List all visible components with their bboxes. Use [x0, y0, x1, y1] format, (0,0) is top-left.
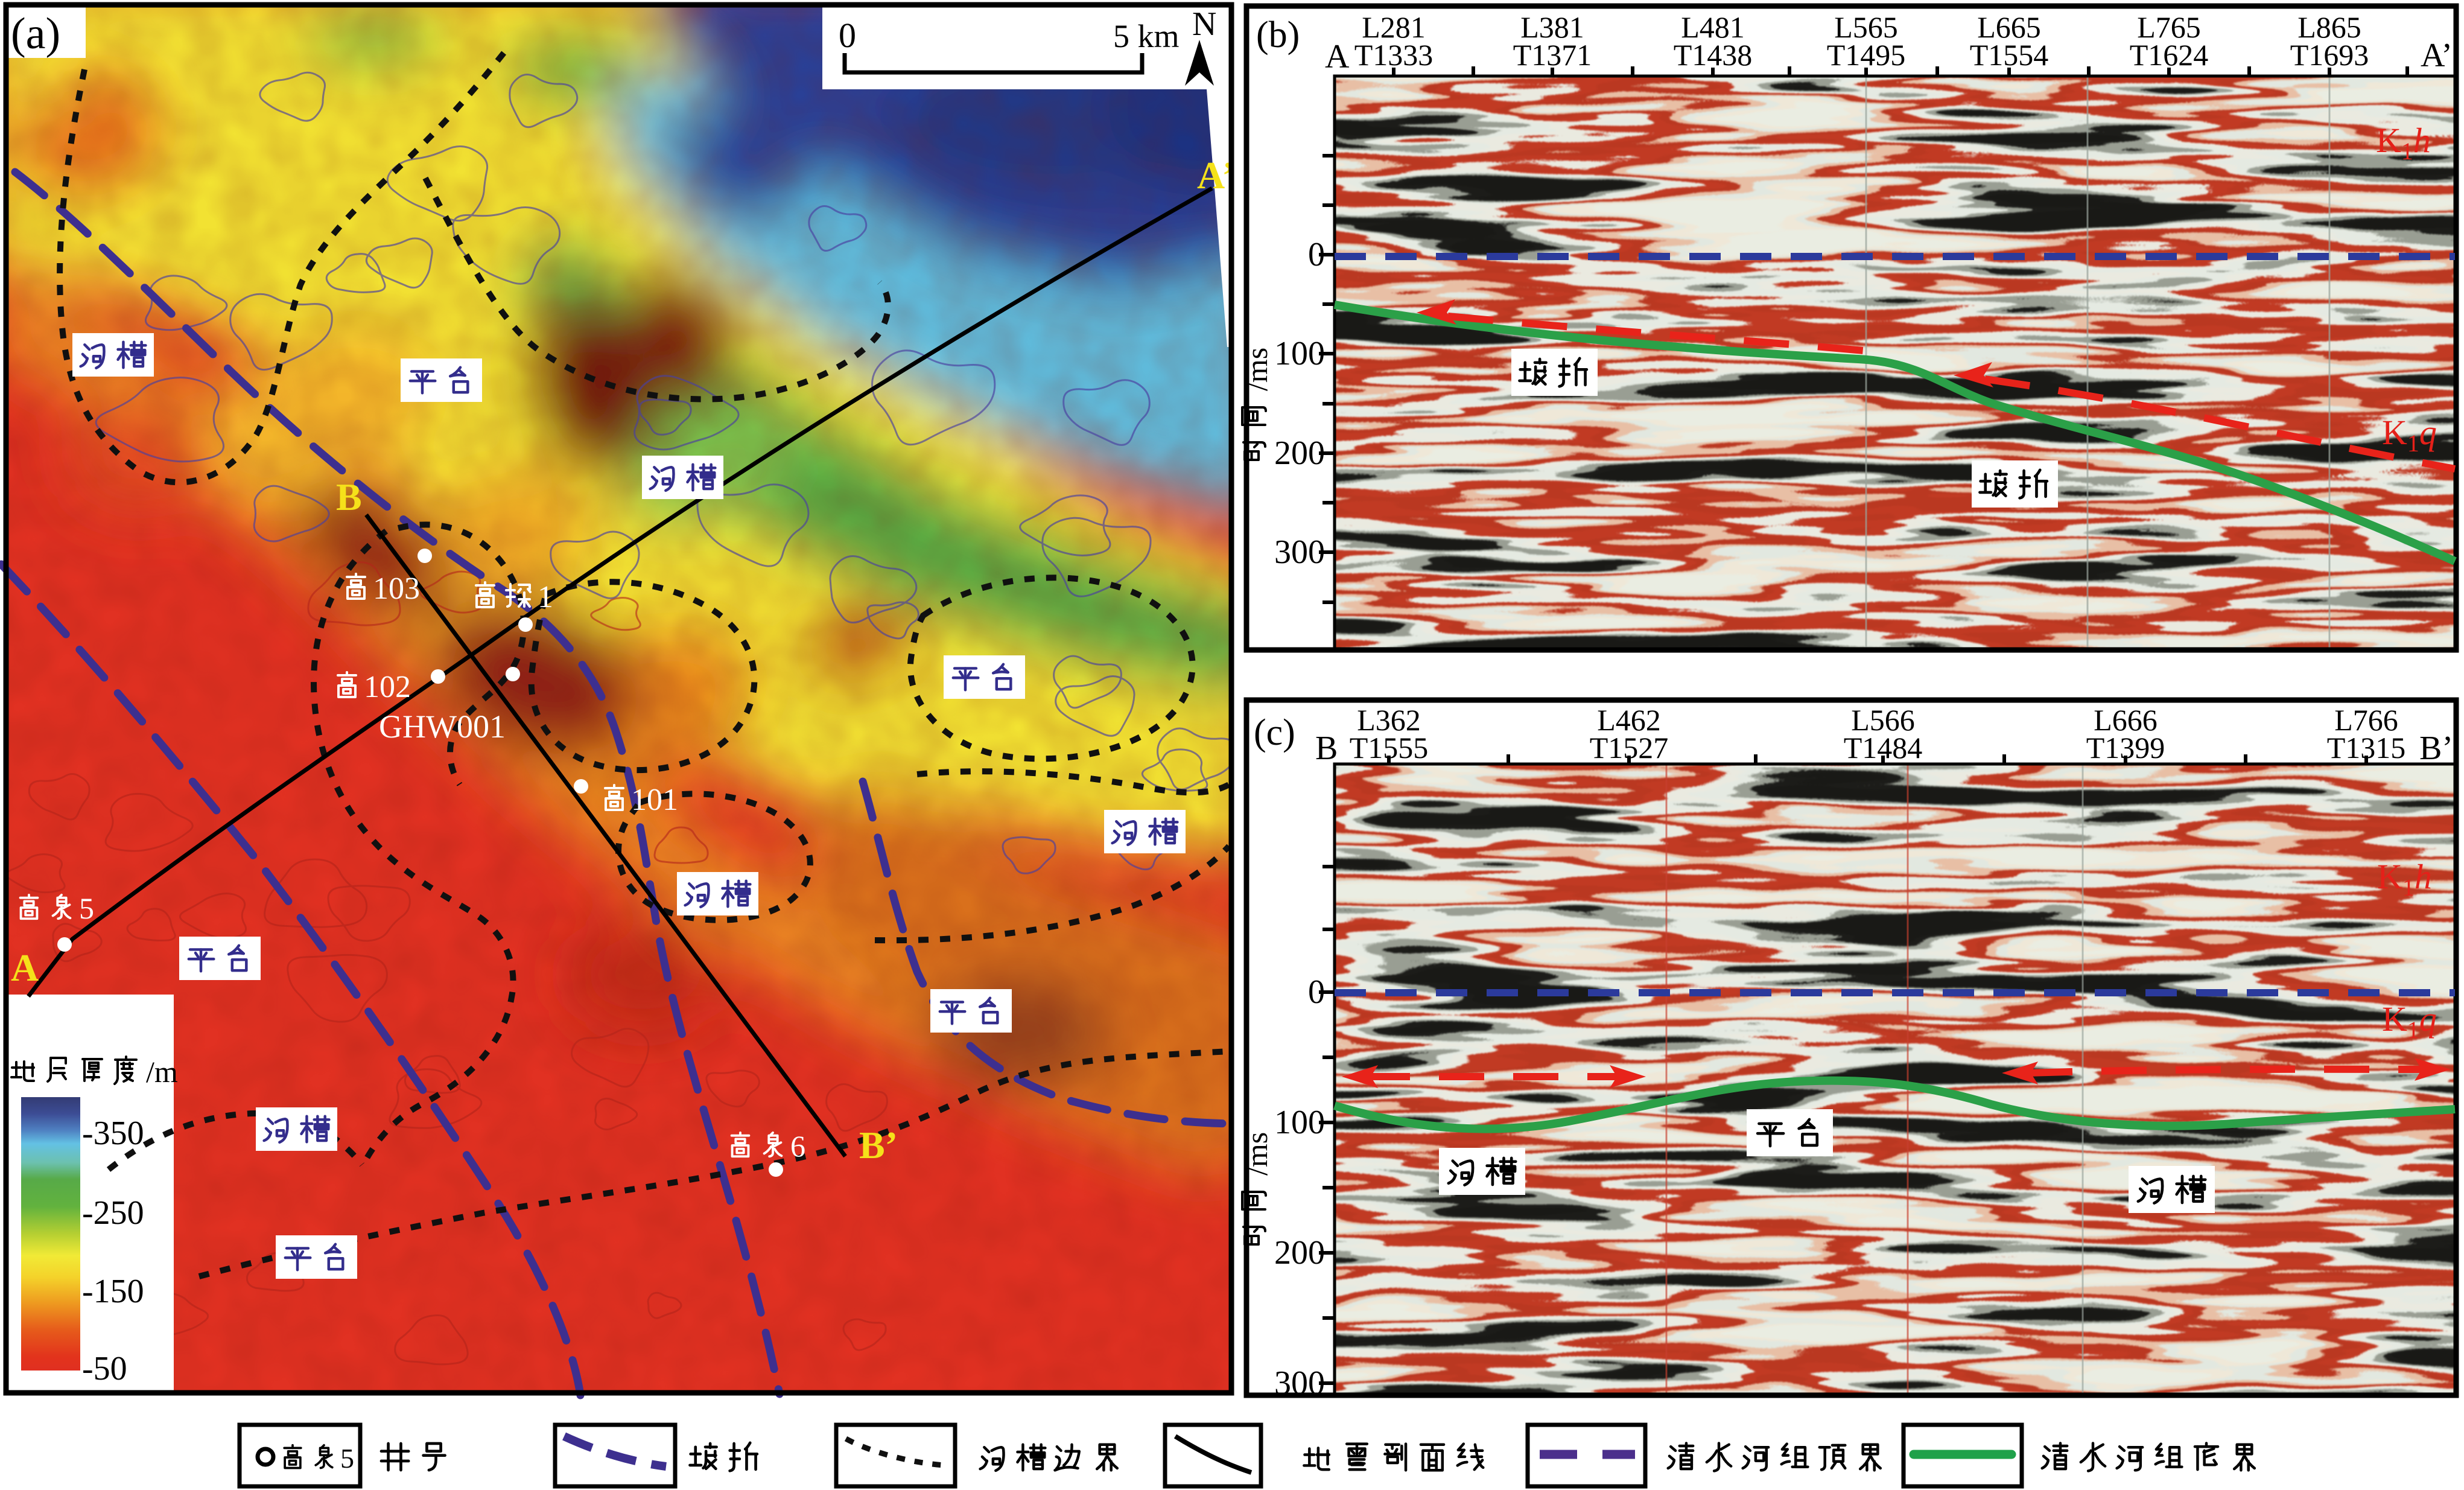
svg-text:T1333: T1333 — [1354, 38, 1434, 72]
svg-text:-250: -250 — [82, 1194, 144, 1232]
svg-text:T1693: T1693 — [2290, 38, 2369, 72]
svg-text:(b): (b) — [1256, 14, 1300, 56]
svg-text:L865: L865 — [2297, 10, 2361, 44]
svg-text:0: 0 — [839, 16, 856, 55]
svg-text:300: 300 — [1274, 533, 1325, 571]
svg-text:GHW001: GHW001 — [379, 708, 506, 745]
svg-text:(a): (a) — [11, 9, 60, 59]
svg-text:K1h: K1h — [2376, 121, 2431, 165]
svg-text:L281: L281 — [1362, 10, 1426, 44]
svg-text:1: 1 — [538, 580, 553, 614]
svg-text:L665: L665 — [1977, 10, 2041, 44]
svg-text:103: 103 — [373, 571, 420, 606]
svg-text:L765: L765 — [2137, 10, 2201, 44]
svg-text:5 km: 5 km — [1113, 18, 1180, 54]
svg-text:A: A — [11, 946, 39, 989]
svg-text:B: B — [1315, 730, 1338, 767]
svg-text:-50: -50 — [82, 1350, 127, 1387]
svg-text:/ms: /ms — [1240, 348, 1274, 391]
svg-text:T1438: T1438 — [1674, 38, 1753, 72]
svg-text:B’: B’ — [859, 1124, 898, 1167]
svg-text:A’: A’ — [1197, 154, 1235, 197]
svg-text:T1495: T1495 — [1827, 38, 1906, 72]
svg-text:200: 200 — [1274, 435, 1325, 472]
svg-text:T1371: T1371 — [1513, 38, 1592, 72]
svg-text:5: 5 — [79, 891, 94, 925]
svg-text:A’: A’ — [2421, 37, 2453, 74]
svg-text:300: 300 — [1274, 1364, 1325, 1402]
svg-text:101: 101 — [631, 783, 678, 817]
svg-text:-350: -350 — [82, 1115, 144, 1152]
svg-text:L362: L362 — [1357, 703, 1421, 737]
svg-text:L566: L566 — [1851, 703, 1915, 737]
svg-text:L381: L381 — [1520, 10, 1584, 44]
svg-text:T1624: T1624 — [2130, 38, 2209, 72]
svg-text:-150: -150 — [82, 1273, 144, 1310]
svg-text:6: 6 — [790, 1129, 805, 1163]
svg-text:K1q: K1q — [2382, 999, 2437, 1043]
svg-text:T1554: T1554 — [1970, 38, 2049, 72]
svg-text:L481: L481 — [1681, 10, 1745, 44]
svg-text:100: 100 — [1274, 1104, 1325, 1141]
svg-text:L666: L666 — [2094, 703, 2158, 737]
svg-text:B: B — [336, 476, 362, 518]
svg-text:L565: L565 — [1834, 10, 1898, 44]
svg-text:B’: B’ — [2419, 730, 2453, 767]
svg-text:L766: L766 — [2334, 703, 2398, 737]
svg-text:L462: L462 — [1597, 703, 1661, 737]
svg-text:102: 102 — [364, 670, 411, 704]
svg-text:N: N — [1192, 5, 1216, 43]
svg-text:200: 200 — [1274, 1234, 1325, 1272]
svg-text:/ms: /ms — [1240, 1132, 1274, 1176]
svg-text:(c): (c) — [1254, 712, 1295, 753]
svg-text:/m: /m — [146, 1055, 178, 1089]
svg-text:100: 100 — [1274, 335, 1325, 372]
svg-text:A: A — [1325, 38, 1350, 75]
svg-text:5: 5 — [340, 1443, 354, 1474]
